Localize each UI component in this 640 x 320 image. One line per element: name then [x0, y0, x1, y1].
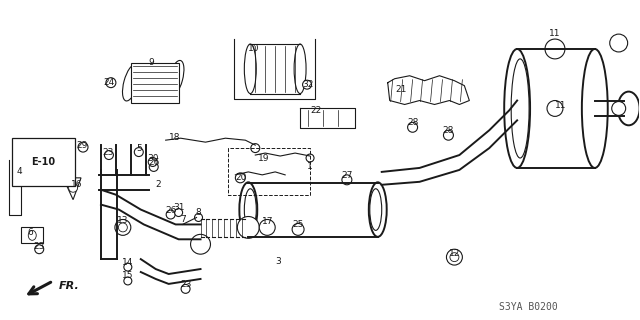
- Ellipse shape: [175, 209, 182, 217]
- Text: 23: 23: [180, 280, 191, 289]
- Ellipse shape: [444, 130, 453, 140]
- Text: 22: 22: [310, 106, 322, 115]
- Ellipse shape: [610, 34, 628, 52]
- Ellipse shape: [78, 142, 88, 152]
- Ellipse shape: [244, 189, 256, 230]
- Text: 7: 7: [180, 215, 186, 224]
- Ellipse shape: [236, 173, 245, 183]
- Text: 32: 32: [302, 80, 314, 89]
- Ellipse shape: [28, 230, 36, 240]
- Polygon shape: [63, 178, 81, 200]
- Text: 28: 28: [443, 126, 454, 135]
- Text: 16: 16: [71, 180, 83, 189]
- Ellipse shape: [369, 182, 387, 237]
- Ellipse shape: [504, 49, 530, 168]
- Ellipse shape: [195, 213, 202, 221]
- Ellipse shape: [191, 234, 211, 254]
- Ellipse shape: [115, 220, 131, 235]
- Text: 8: 8: [196, 208, 202, 217]
- Text: 4: 4: [17, 167, 22, 176]
- Text: 15: 15: [122, 271, 134, 281]
- Ellipse shape: [118, 223, 127, 232]
- Text: 28: 28: [407, 118, 419, 127]
- Text: 30: 30: [147, 154, 159, 163]
- Text: 2: 2: [155, 180, 161, 189]
- Text: 23: 23: [102, 148, 114, 156]
- Text: 27: 27: [341, 172, 353, 180]
- Text: 24: 24: [103, 78, 115, 87]
- Ellipse shape: [181, 284, 190, 293]
- Ellipse shape: [122, 64, 139, 101]
- Text: 11: 11: [549, 28, 561, 38]
- Text: 10: 10: [248, 44, 259, 53]
- Text: 11: 11: [555, 101, 566, 110]
- Ellipse shape: [35, 245, 44, 254]
- Ellipse shape: [547, 100, 563, 116]
- Ellipse shape: [582, 49, 608, 168]
- Ellipse shape: [124, 277, 132, 285]
- Ellipse shape: [149, 163, 158, 172]
- Text: 17: 17: [262, 217, 273, 226]
- Ellipse shape: [294, 44, 306, 93]
- Text: 3: 3: [275, 257, 281, 266]
- Ellipse shape: [68, 183, 77, 192]
- Ellipse shape: [370, 189, 381, 230]
- Text: 31: 31: [173, 203, 184, 212]
- Ellipse shape: [104, 151, 113, 159]
- Text: 25: 25: [292, 220, 304, 229]
- Text: 23: 23: [33, 242, 45, 251]
- Text: E-10: E-10: [31, 157, 56, 167]
- Ellipse shape: [292, 223, 304, 235]
- Ellipse shape: [342, 175, 352, 185]
- Ellipse shape: [306, 154, 314, 162]
- Ellipse shape: [134, 148, 143, 156]
- Text: FR.: FR.: [59, 281, 80, 291]
- Ellipse shape: [124, 263, 132, 271]
- Text: 20: 20: [236, 173, 247, 182]
- Ellipse shape: [259, 220, 275, 235]
- Ellipse shape: [239, 182, 257, 237]
- Text: 14: 14: [122, 258, 134, 267]
- Text: 21: 21: [395, 85, 406, 94]
- Text: 9: 9: [149, 58, 155, 67]
- Text: S3YA B0200: S3YA B0200: [499, 302, 558, 312]
- Ellipse shape: [618, 92, 639, 125]
- Text: 6: 6: [28, 228, 33, 237]
- Text: 29: 29: [76, 140, 88, 150]
- Text: 12: 12: [449, 249, 460, 258]
- Text: 18: 18: [169, 133, 180, 142]
- Ellipse shape: [244, 44, 256, 93]
- Ellipse shape: [167, 60, 184, 97]
- Ellipse shape: [237, 217, 259, 238]
- Ellipse shape: [450, 253, 459, 262]
- Ellipse shape: [303, 80, 312, 89]
- Ellipse shape: [148, 157, 157, 166]
- Text: 5: 5: [136, 144, 141, 153]
- Text: 26: 26: [165, 206, 177, 215]
- Text: 1: 1: [307, 163, 313, 172]
- Ellipse shape: [251, 144, 260, 153]
- Text: 19: 19: [257, 154, 269, 163]
- Ellipse shape: [545, 39, 565, 59]
- FancyBboxPatch shape: [131, 63, 179, 102]
- Text: 26: 26: [148, 158, 159, 167]
- Ellipse shape: [511, 59, 529, 158]
- Text: 13: 13: [117, 216, 129, 225]
- Ellipse shape: [106, 78, 116, 88]
- Ellipse shape: [612, 101, 626, 116]
- Ellipse shape: [447, 249, 462, 265]
- FancyBboxPatch shape: [21, 228, 44, 243]
- Ellipse shape: [408, 122, 417, 132]
- Ellipse shape: [166, 210, 175, 219]
